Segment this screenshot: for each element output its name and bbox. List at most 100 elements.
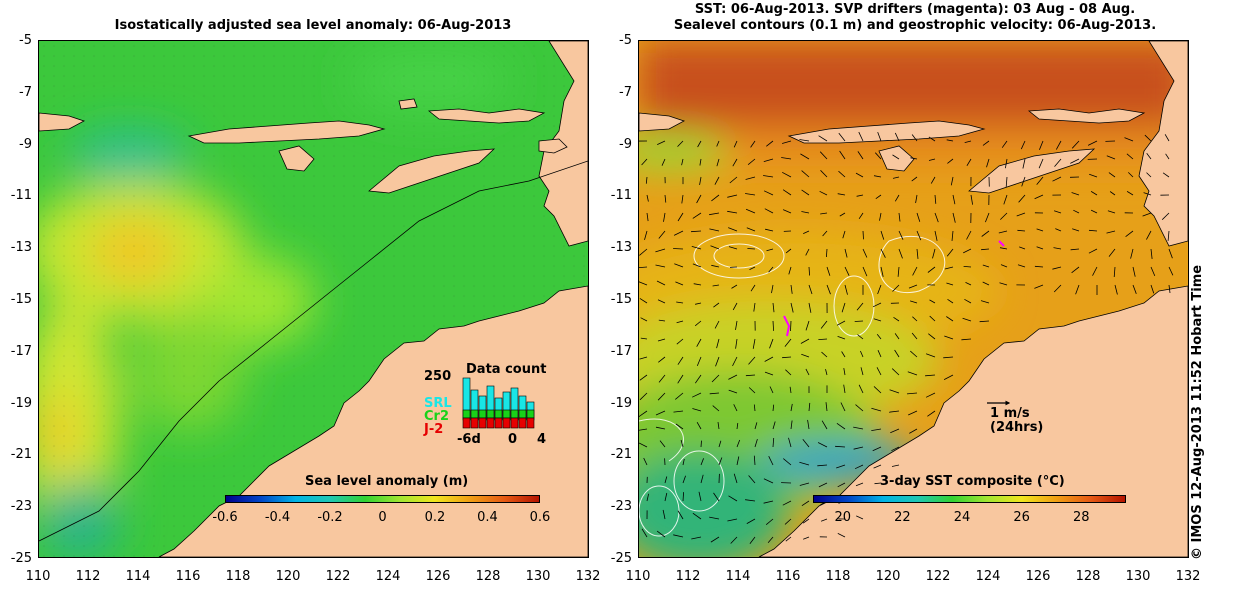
velocity-arrow: [790, 320, 792, 332]
lat-tick-label: -25: [610, 551, 632, 566]
velocity-arrow: [912, 266, 918, 276]
velocity-arrow: [772, 320, 774, 331]
velocity-arrow: [1070, 158, 1080, 164]
velocity-arrow: [698, 491, 702, 502]
velocity-arrow: [676, 338, 684, 345]
velocity-arrow: [999, 247, 1008, 250]
velocity-arrow: [676, 320, 684, 324]
velocity-arrow: [690, 230, 702, 233]
velocity-arrow: [966, 158, 972, 167]
lon-tick-label: 120: [275, 569, 301, 584]
velocity-arrow: [889, 410, 900, 413]
velocity-arrow: [1106, 230, 1116, 234]
velocity-arrow: [925, 353, 936, 358]
velocity-arrow: [673, 230, 684, 236]
velocity-arrow: [658, 319, 666, 322]
velocity-arrow: [677, 140, 684, 147]
velocity-arrow: [767, 536, 774, 544]
velocity-arrow: [1161, 212, 1170, 220]
velocity-arrow: [662, 509, 666, 520]
velocity-arrow: [731, 284, 738, 289]
indonesian-islands: [639, 108, 1146, 194]
velocity-arrow: [788, 266, 792, 275]
velocity-arrow: [715, 356, 720, 367]
australia-land: [158, 285, 588, 557]
velocity-arrow: [697, 140, 702, 148]
velocity-arrow: [768, 266, 774, 273]
velocity-arrow: [908, 284, 918, 289]
velocity-arrow: [873, 175, 882, 178]
velocity-arrow: [745, 208, 756, 214]
velocity-arrow: [682, 475, 686, 484]
velocity-arrow: [765, 518, 774, 526]
data-count-series-j2: J-2: [424, 422, 444, 437]
velocity-arrow: [1034, 265, 1044, 268]
velocity-arrow: [639, 298, 648, 304]
velocity-arrow: [979, 320, 990, 323]
velocity-arrow: [729, 176, 738, 184]
velocity-arrow: [963, 266, 972, 268]
right-map-title-line1: SST: 06-Aug-2013. SVP drifters (magenta)…: [694, 2, 1136, 17]
velocity-arrow: [803, 536, 810, 540]
velocity-arrow: [875, 152, 882, 160]
lon-tick-label: 110: [25, 569, 51, 584]
velocity-arrow: [844, 266, 850, 276]
velocity-arrow: [641, 528, 648, 538]
velocity-arrow: [964, 140, 972, 143]
left-map-title: Isostatically adjusted sea level anomaly…: [114, 18, 512, 33]
velocity-arrow: [1034, 194, 1044, 200]
velocity-arrow: [894, 194, 900, 202]
lon-tick-label: 130: [525, 569, 551, 584]
lon-tick-label: 128: [1075, 569, 1101, 584]
velocity-arrow: [784, 338, 792, 347]
velocity-arrow: [841, 351, 846, 358]
velocity-arrow: [763, 158, 774, 162]
velocity-arrow: [710, 536, 720, 543]
velocity-arrow: [747, 248, 756, 250]
velocity-arrow: [714, 320, 720, 329]
velocity-arrow: [1132, 266, 1136, 277]
sst-colorbar: [813, 495, 1126, 503]
velocity-arrow: [908, 410, 918, 416]
velocity-arrow: [677, 212, 684, 222]
velocity-arrow: [700, 458, 704, 466]
colorbar-tick-label: 26: [1013, 510, 1030, 525]
velocity-arrow: [950, 176, 954, 186]
velocity-arrow: [944, 266, 954, 270]
velocity-arrow: [1052, 266, 1062, 270]
velocity-arrow: [646, 194, 649, 202]
velocity-arrow: [696, 194, 702, 204]
velocity-arrow: [639, 356, 648, 360]
velocity-arrow: [880, 248, 886, 258]
velocity-arrow: [842, 230, 846, 239]
velocity-arrow: [1150, 266, 1156, 277]
velocity-arrow: [1162, 172, 1170, 178]
velocity-arrow: [639, 410, 648, 418]
velocity-arrow: [894, 132, 900, 142]
velocity-arrow: [837, 336, 846, 340]
velocity-arrow: [763, 175, 774, 178]
velocity-arrow: [909, 300, 918, 304]
velocity-arrow: [717, 422, 720, 430]
velocity-arrow: [691, 246, 702, 250]
velocity-arrow: [1090, 191, 1098, 196]
velocity-arrow: [1165, 153, 1170, 160]
velocity-arrow: [946, 316, 954, 322]
velocity-arrow: [916, 230, 922, 241]
velocity-arrow: [1109, 191, 1116, 196]
velocity-arrow: [709, 392, 720, 395]
velocity-arrow: [819, 151, 828, 160]
velocity-arrow: [907, 371, 918, 376]
velocity-arrow: [858, 384, 864, 394]
velocity-arrow: [730, 536, 738, 544]
velocity-arrow: [1053, 210, 1062, 214]
velocity-arrow: [1018, 194, 1026, 203]
velocity-arrow: [862, 266, 868, 277]
velocity-arrow: [910, 350, 918, 358]
colorbar-tick-label: -0.6: [212, 510, 238, 525]
velocity-arrow: [699, 158, 702, 166]
velocity-arrow: [947, 158, 954, 164]
colorbar-tick-label: 0.6: [529, 510, 551, 525]
velocity-arrow: [699, 176, 702, 185]
velocity-arrow: [772, 421, 776, 430]
